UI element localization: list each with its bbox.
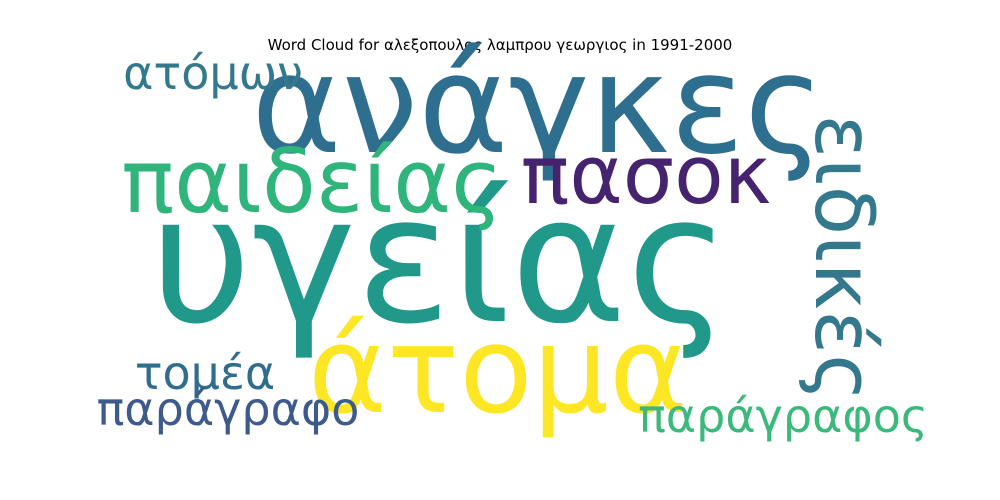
word-7: ατόμων bbox=[123, 46, 303, 100]
word-4: παιδείας bbox=[121, 130, 503, 233]
chart-title: Word Cloud for αλεξοπουλος λαμπρου γεωργ… bbox=[267, 36, 733, 54]
word-1: υγείας bbox=[150, 158, 730, 363]
word-8: τομέα bbox=[135, 346, 275, 400]
word-9: παράγραφο bbox=[97, 382, 360, 436]
word-2: ανάγκες bbox=[251, 26, 824, 185]
word-6: πασοκ bbox=[521, 129, 772, 223]
word-10: παράγραφος bbox=[638, 389, 928, 443]
word-5: ειδικές bbox=[796, 114, 890, 401]
word-3: άτομα bbox=[308, 302, 688, 441]
